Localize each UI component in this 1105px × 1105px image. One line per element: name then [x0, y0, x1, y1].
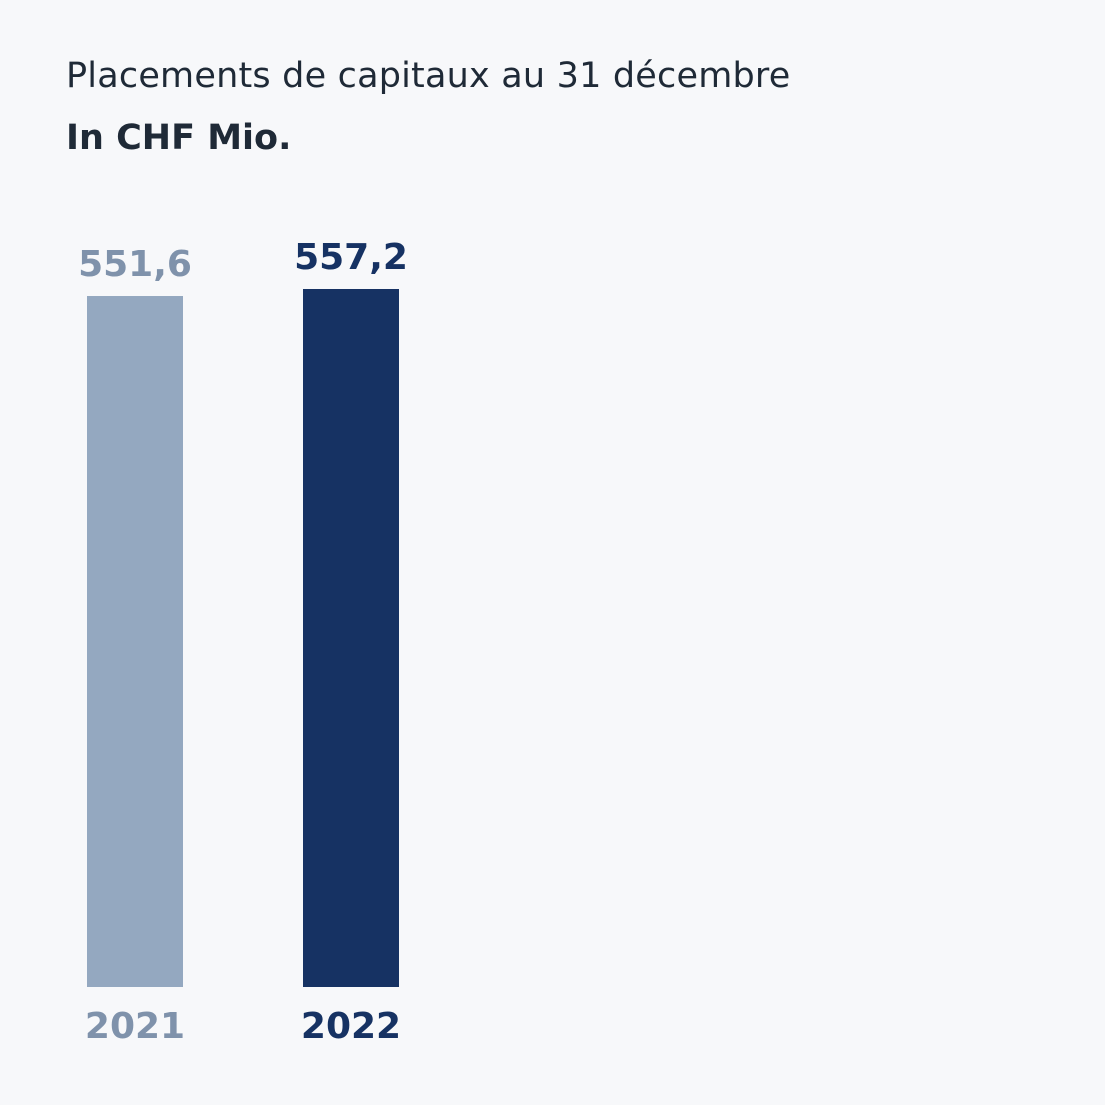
value-label-2022: 557,2: [294, 237, 408, 278]
bar-2021: [87, 296, 183, 987]
value-label-2021: 551,6: [78, 244, 192, 285]
chart-title: Placements de capitaux au 31 décembre: [66, 56, 791, 96]
bar-2022: [303, 289, 399, 987]
category-label-2021: 2021: [85, 1006, 185, 1047]
chart-subtitle: In CHF Mio.: [66, 118, 292, 158]
category-label-2022: 2022: [301, 1006, 401, 1047]
